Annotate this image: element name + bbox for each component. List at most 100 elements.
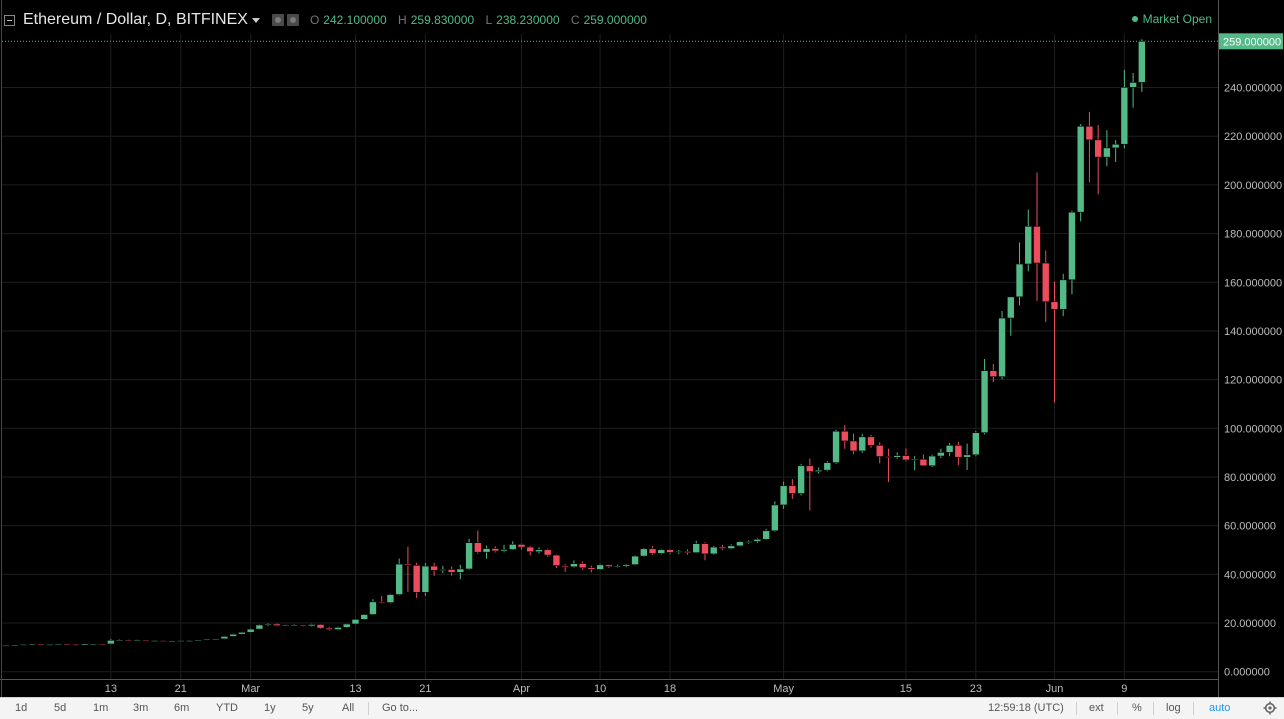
- candle-body[interactable]: [648, 548, 657, 554]
- candle-body[interactable]: [858, 436, 867, 452]
- candle-body[interactable]: [701, 543, 709, 555]
- candle-body[interactable]: [141, 639, 150, 642]
- candle-body[interactable]: [281, 624, 290, 627]
- ext-toggle[interactable]: ext: [1089, 702, 1104, 714]
- candle-body[interactable]: [849, 440, 858, 452]
- caret-down-icon[interactable]: [251, 17, 260, 23]
- candle-body[interactable]: [89, 643, 98, 646]
- range-1d-button[interactable]: 1d: [15, 702, 28, 714]
- candle-body[interactable]: [517, 544, 526, 548]
- candle-body[interactable]: [980, 370, 989, 433]
- candle-body[interactable]: [1041, 262, 1050, 303]
- candle-body[interactable]: [482, 548, 491, 553]
- candle-body[interactable]: [753, 538, 762, 542]
- candle-body[interactable]: [937, 452, 945, 457]
- candle-body[interactable]: [674, 551, 683, 553]
- candle-body[interactable]: [657, 549, 666, 554]
- candle-body[interactable]: [1015, 263, 1024, 298]
- candle-body[interactable]: [447, 569, 456, 573]
- candle-body[interactable]: [919, 458, 928, 467]
- candle-body[interactable]: [709, 546, 718, 555]
- candle-body[interactable]: [762, 530, 770, 540]
- range-3m-button[interactable]: 3m: [133, 702, 149, 714]
- candle-body[interactable]: [998, 317, 1006, 378]
- candle-body[interactable]: [736, 541, 744, 547]
- settings-icon[interactable]: [271, 14, 284, 26]
- candle-body[interactable]: [299, 624, 307, 627]
- candle-body[interactable]: [386, 594, 395, 603]
- candle-body[interactable]: [779, 485, 788, 506]
- candle-body[interactable]: [692, 543, 701, 553]
- candle-body[interactable]: [133, 639, 141, 642]
- candle-body[interactable]: [176, 640, 185, 642]
- candle-body[interactable]: [570, 563, 578, 568]
- candle-body[interactable]: [1076, 125, 1085, 213]
- range-1m-button[interactable]: 1m: [93, 702, 109, 714]
- candle-body[interactable]: [185, 640, 194, 642]
- candle-body[interactable]: [308, 624, 316, 627]
- candle-body[interactable]: [508, 544, 517, 550]
- candle-body[interactable]: [430, 565, 438, 571]
- candle-body[interactable]: [246, 628, 255, 633]
- candle-body[interactable]: [369, 601, 377, 615]
- candle-body[interactable]: [884, 456, 893, 458]
- candle-body[interactable]: [771, 504, 779, 532]
- candle-body[interactable]: [439, 569, 447, 571]
- candle-body[interactable]: [526, 546, 535, 553]
- candle-body[interactable]: [1129, 82, 1137, 88]
- candle-body[interactable]: [124, 639, 133, 642]
- percent-toggle[interactable]: %: [1132, 702, 1142, 714]
- candle-body[interactable]: [1024, 225, 1033, 265]
- candle-body[interactable]: [334, 627, 342, 630]
- candle-body[interactable]: [875, 445, 884, 457]
- candle-body[interactable]: [412, 565, 421, 593]
- candle-body[interactable]: [823, 462, 832, 471]
- range-5d-button[interactable]: 5d: [54, 702, 67, 714]
- candle-body[interactable]: [168, 640, 176, 643]
- candle-body[interactable]: [718, 546, 727, 549]
- format-icon[interactable]: [286, 14, 299, 26]
- candle-body[interactable]: [255, 624, 264, 630]
- candle-body[interactable]: [814, 469, 823, 472]
- candle-body[interactable]: [1120, 87, 1129, 145]
- candle-body[interactable]: [840, 430, 849, 442]
- candle-body[interactable]: [10, 644, 19, 647]
- candle-body[interactable]: [500, 549, 508, 552]
- candle-body[interactable]: [377, 601, 386, 604]
- candle-body[interactable]: [491, 548, 500, 552]
- candle-body[interactable]: [963, 454, 971, 458]
- candle-body[interactable]: [465, 542, 473, 570]
- candle-body[interactable]: [150, 640, 159, 642]
- candle-body[interactable]: [631, 555, 639, 565]
- range-ytd-button[interactable]: YTD: [216, 702, 238, 714]
- candle-body[interactable]: [928, 455, 936, 467]
- candle-body[interactable]: [80, 643, 89, 646]
- candle-body[interactable]: [194, 639, 203, 642]
- range-all-button[interactable]: All: [342, 702, 355, 714]
- candle-body[interactable]: [115, 639, 124, 642]
- candle-body[interactable]: [316, 624, 325, 629]
- range-5y-button[interactable]: 5y: [302, 702, 314, 714]
- candle-body[interactable]: [63, 643, 71, 646]
- candle-body[interactable]: [543, 549, 552, 556]
- candle-body[interactable]: [954, 445, 963, 458]
- candle-body[interactable]: [264, 623, 272, 626]
- candle-body[interactable]: [203, 638, 211, 641]
- auto-toggle[interactable]: auto: [1209, 702, 1231, 714]
- candle-body[interactable]: [972, 432, 980, 456]
- candle-body[interactable]: [893, 455, 901, 458]
- go-to-button[interactable]: Go to...: [382, 702, 419, 714]
- utc-clock[interactable]: 12:59:18 (UTC): [988, 702, 1064, 714]
- candle-body[interactable]: [229, 633, 237, 637]
- candle-body[interactable]: [666, 549, 674, 553]
- collapse-legend-icon[interactable]: [4, 14, 15, 26]
- candle-body[interactable]: [474, 542, 482, 553]
- candle-body[interactable]: [1033, 225, 1041, 264]
- candle-body[interactable]: [98, 643, 106, 646]
- candle-body[interactable]: [832, 430, 840, 463]
- candle-body[interactable]: [19, 644, 28, 646]
- range-6m-button[interactable]: 6m: [174, 702, 190, 714]
- candle-body[interactable]: [1094, 139, 1102, 158]
- candle-body[interactable]: [1138, 41, 1146, 83]
